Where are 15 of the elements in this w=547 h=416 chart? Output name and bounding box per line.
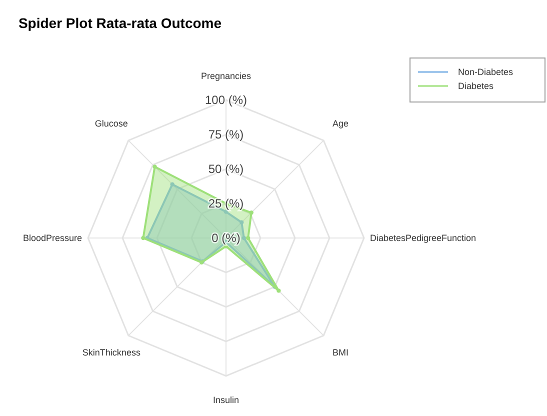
spoke-label: Insulin <box>212 395 240 405</box>
spoke-label: Glucose <box>94 118 128 128</box>
y-tick-label: 0 (%) <box>212 231 240 245</box>
spoke-label: DiabetesPedigreeFunction <box>370 233 476 243</box>
y-tick-label: 75 (%) <box>208 128 244 142</box>
legend-label: Diabetes <box>458 81 494 91</box>
spoke-label: BloodPressure <box>22 233 82 243</box>
y-tick-label: 100 (%) <box>204 93 248 107</box>
legend-label: Non-Diabetes <box>458 67 514 77</box>
y-tick-label: 50 (%) <box>208 162 244 176</box>
spoke-label: Pregnancies <box>200 71 252 81</box>
spoke-label: BMI <box>332 348 349 358</box>
spoke-label: SkinThickness <box>82 348 141 358</box>
spoke-label: Age <box>332 118 349 128</box>
chart-title: Spider Plot Rata-rata Outcome <box>18 15 222 31</box>
